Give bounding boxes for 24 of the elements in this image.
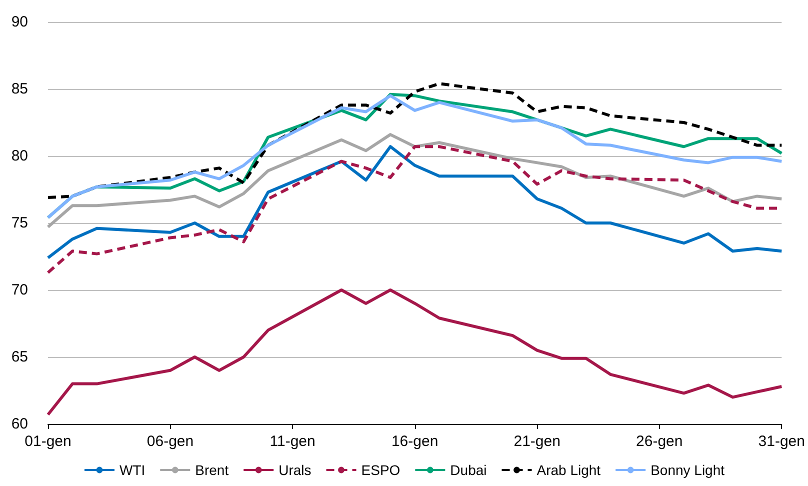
y-tick-label: 70 (11, 282, 28, 298)
y-tick-label: 60 (11, 416, 28, 432)
line-series (46, 82, 784, 200)
legend-label: Brent (195, 462, 229, 478)
x-tick-label: 16-gen (391, 433, 438, 450)
x-tick-label: 06-gen (146, 433, 194, 450)
y-tick-label: 65 (11, 348, 28, 366)
x-tick-label: 21-gen (514, 433, 560, 450)
y-tick-label: 80 (11, 148, 28, 164)
x-tick-label: 26-gen (636, 433, 683, 450)
x-tick-label: 31-gen (758, 433, 806, 450)
legend-label: ESPO (361, 462, 400, 478)
y-tick-label: 90 (11, 14, 28, 30)
legend-label: Arab Light (536, 462, 601, 478)
y-tick-label: 85 (11, 80, 28, 98)
legend-label: Dubai (450, 462, 487, 478)
line-series (46, 133, 784, 229)
x-tick-label: 11-gen (270, 433, 316, 450)
legend-label: WTI (119, 462, 146, 478)
x-tick-label: 01-gen (24, 433, 72, 450)
line-series (46, 288, 784, 416)
legend-label: Urals (278, 462, 312, 478)
legend-label: Bonny Light (650, 462, 725, 478)
y-tick-label: 75 (11, 214, 28, 232)
